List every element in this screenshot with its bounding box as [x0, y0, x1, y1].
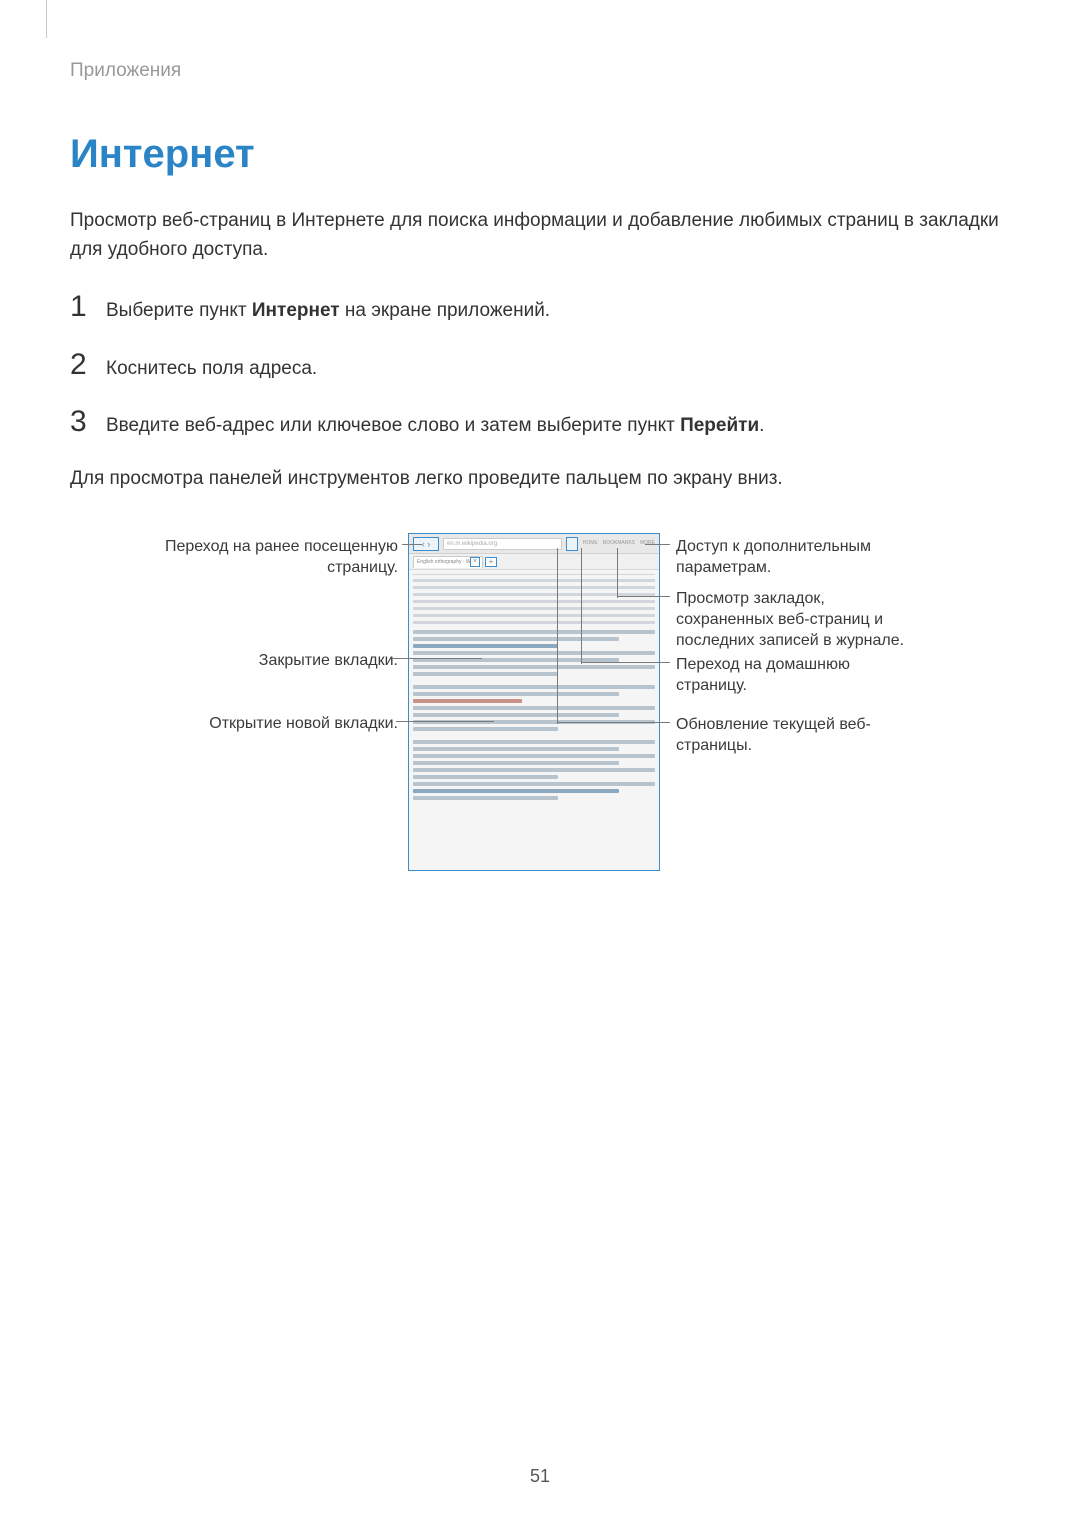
connector-vline	[557, 548, 558, 724]
step-row: 1Выберите пункт Интернет на экране прило…	[70, 292, 1010, 326]
device-toolbar: ‹ › en.m.wikipedia.org HOME BOOKMARKS MO…	[409, 534, 659, 554]
note-paragraph: Для просмотра панелей инструментов легко…	[70, 465, 1010, 494]
callout-right: Переход на домашнюю страницу.	[676, 655, 916, 697]
callout-left: Открытие новой вкладки.	[158, 714, 398, 735]
toolbar-home-label: HOME	[583, 537, 598, 551]
step-number: 3	[70, 407, 106, 437]
steps-list: 1Выберите пункт Интернет на экране прило…	[70, 292, 1010, 441]
connector-vline	[617, 548, 618, 598]
tab-title: English orthography - Wi…	[417, 559, 477, 565]
connector-line	[392, 658, 482, 659]
refresh-icon-box	[566, 537, 578, 551]
breadcrumb: Приложения	[70, 60, 1010, 82]
step-row: 3Введите веб-адрес или ключевое слово и …	[70, 407, 1010, 441]
address-bar: en.m.wikipedia.org	[443, 538, 562, 550]
callout-left: Переход на ранее посещенную страницу.	[158, 537, 398, 579]
connector-line	[396, 721, 494, 722]
page-number: 51	[0, 1466, 1080, 1487]
connector-line	[402, 544, 422, 545]
step-row: 2Коснитесь поля адреса.	[70, 350, 1010, 384]
callout-right: Доступ к дополнительным параметрам.	[676, 537, 916, 579]
connector-line	[645, 544, 670, 545]
connector-line	[617, 596, 670, 597]
intro-paragraph: Просмотр веб-страниц в Интернете для пои…	[70, 207, 1010, 264]
step-number: 1	[70, 292, 106, 322]
toolbar-right-group: HOME BOOKMARKS MORE	[566, 537, 655, 551]
callout-right: Просмотр закладок, сохраненных веб-стран…	[676, 589, 916, 651]
step-text: Введите веб-адрес или ключевое слово и з…	[106, 412, 764, 441]
callout-left: Закрытие вкладки.	[158, 651, 398, 672]
close-tab-icon: ×	[470, 557, 480, 567]
device-mock: ‹ › en.m.wikipedia.org HOME BOOKMARKS MO…	[408, 533, 660, 871]
step-text: Коснитесь поля адреса.	[106, 355, 317, 384]
connector-vline	[581, 548, 582, 664]
side-rule-decoration	[46, 0, 47, 38]
connector-line	[581, 662, 670, 663]
device-body	[409, 570, 659, 807]
callout-right: Обновление текущей веб-страницы.	[676, 715, 916, 757]
new-tab-icon: +	[485, 557, 497, 567]
step-text: Выберите пункт Интернет на экране прилож…	[106, 297, 550, 326]
step-number: 2	[70, 350, 106, 380]
device-tabs: English orthography - Wi… × +	[409, 554, 659, 570]
browser-tab: English orthography - Wi… ×	[413, 556, 483, 568]
connector-line	[557, 722, 670, 723]
browser-diagram: ‹ › en.m.wikipedia.org HOME BOOKMARKS MO…	[70, 533, 1010, 893]
toolbar-bookmarks-label: BOOKMARKS	[603, 537, 635, 551]
chapter-title: Интернет	[70, 132, 1010, 177]
